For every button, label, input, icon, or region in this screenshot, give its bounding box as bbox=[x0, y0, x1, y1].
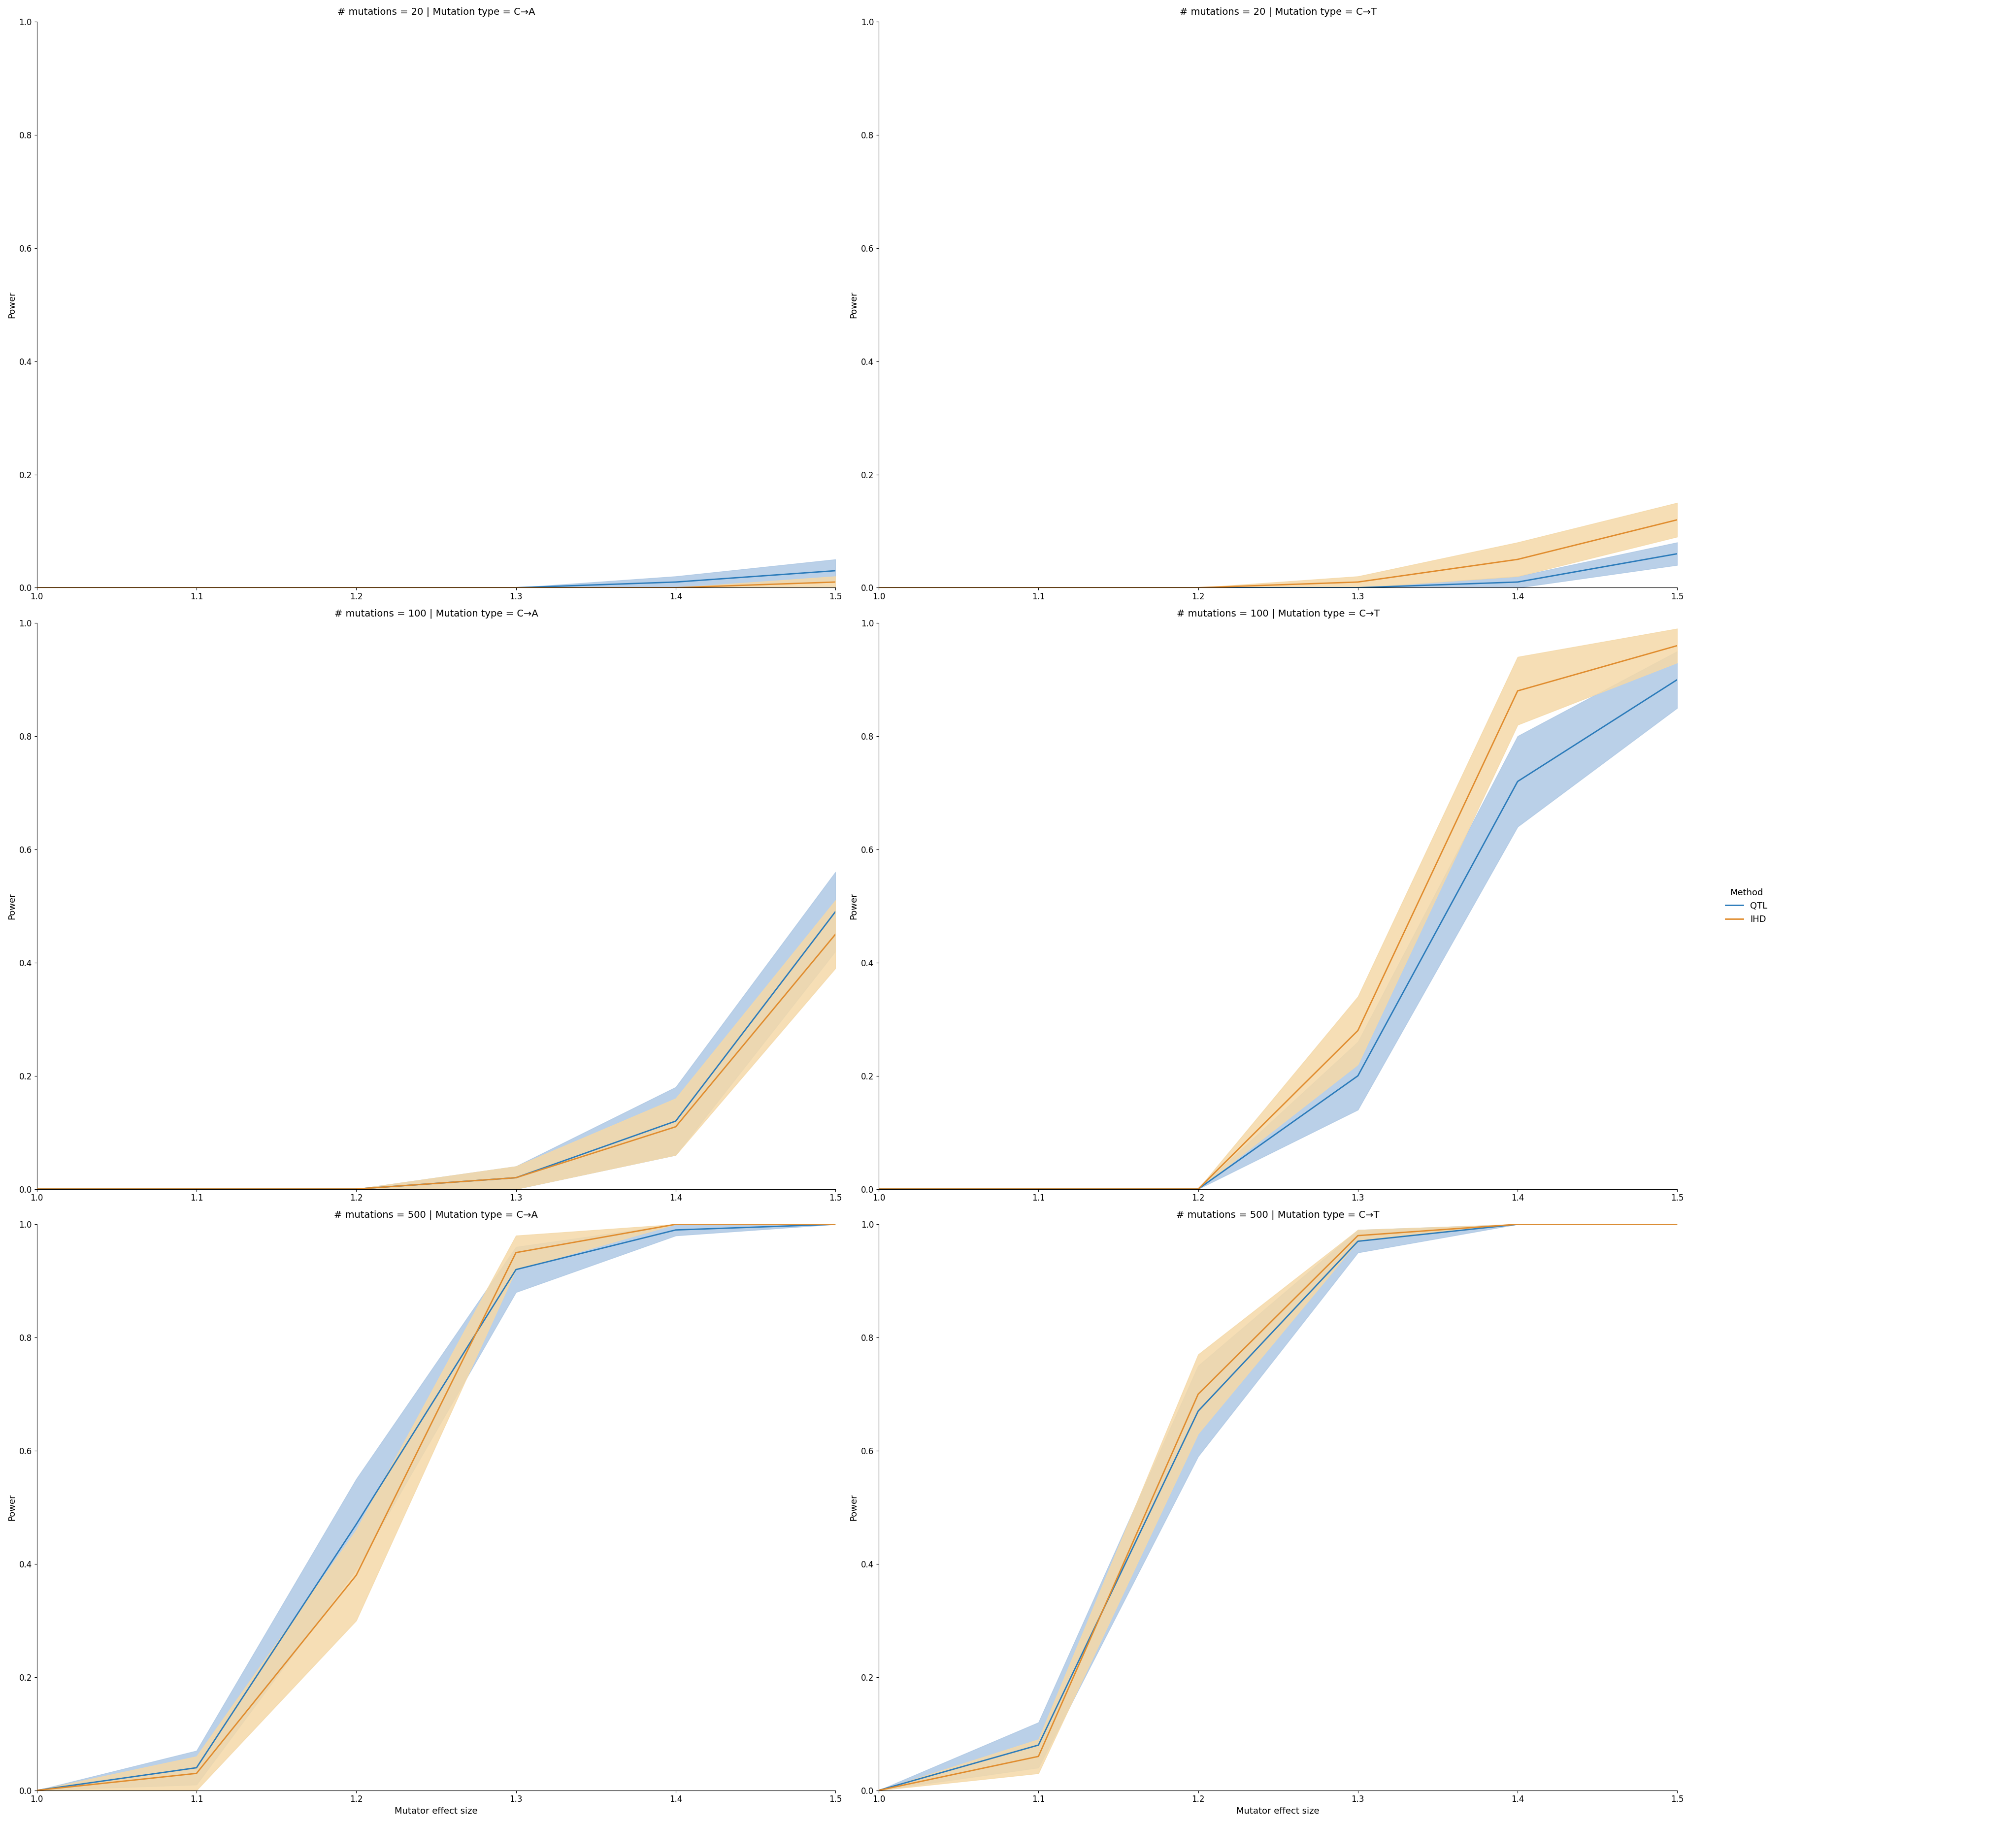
Y-axis label: Power: Power bbox=[849, 292, 859, 317]
Y-axis label: Power: Power bbox=[849, 893, 859, 919]
Y-axis label: Power: Power bbox=[849, 1493, 859, 1520]
Title: # mutations = 100 | Mutation type = C→A: # mutations = 100 | Mutation type = C→A bbox=[335, 609, 538, 618]
Title: # mutations = 20 | Mutation type = C→A: # mutations = 20 | Mutation type = C→A bbox=[337, 7, 534, 16]
Legend: QTL, IHD: QTL, IHD bbox=[1722, 884, 1772, 928]
Title: # mutations = 500 | Mutation type = C→A: # mutations = 500 | Mutation type = C→A bbox=[335, 1210, 538, 1220]
Title: # mutations = 100 | Mutation type = C→T: # mutations = 100 | Mutation type = C→T bbox=[1177, 609, 1379, 618]
X-axis label: Mutator effect size: Mutator effect size bbox=[1236, 1807, 1320, 1816]
X-axis label: Mutator effect size: Mutator effect size bbox=[395, 1807, 478, 1816]
Y-axis label: Power: Power bbox=[8, 1493, 16, 1520]
Title: # mutations = 500 | Mutation type = C→T: # mutations = 500 | Mutation type = C→T bbox=[1177, 1210, 1379, 1220]
Y-axis label: Power: Power bbox=[8, 893, 16, 919]
Title: # mutations = 20 | Mutation type = C→T: # mutations = 20 | Mutation type = C→T bbox=[1179, 7, 1377, 16]
Y-axis label: Power: Power bbox=[8, 292, 16, 317]
